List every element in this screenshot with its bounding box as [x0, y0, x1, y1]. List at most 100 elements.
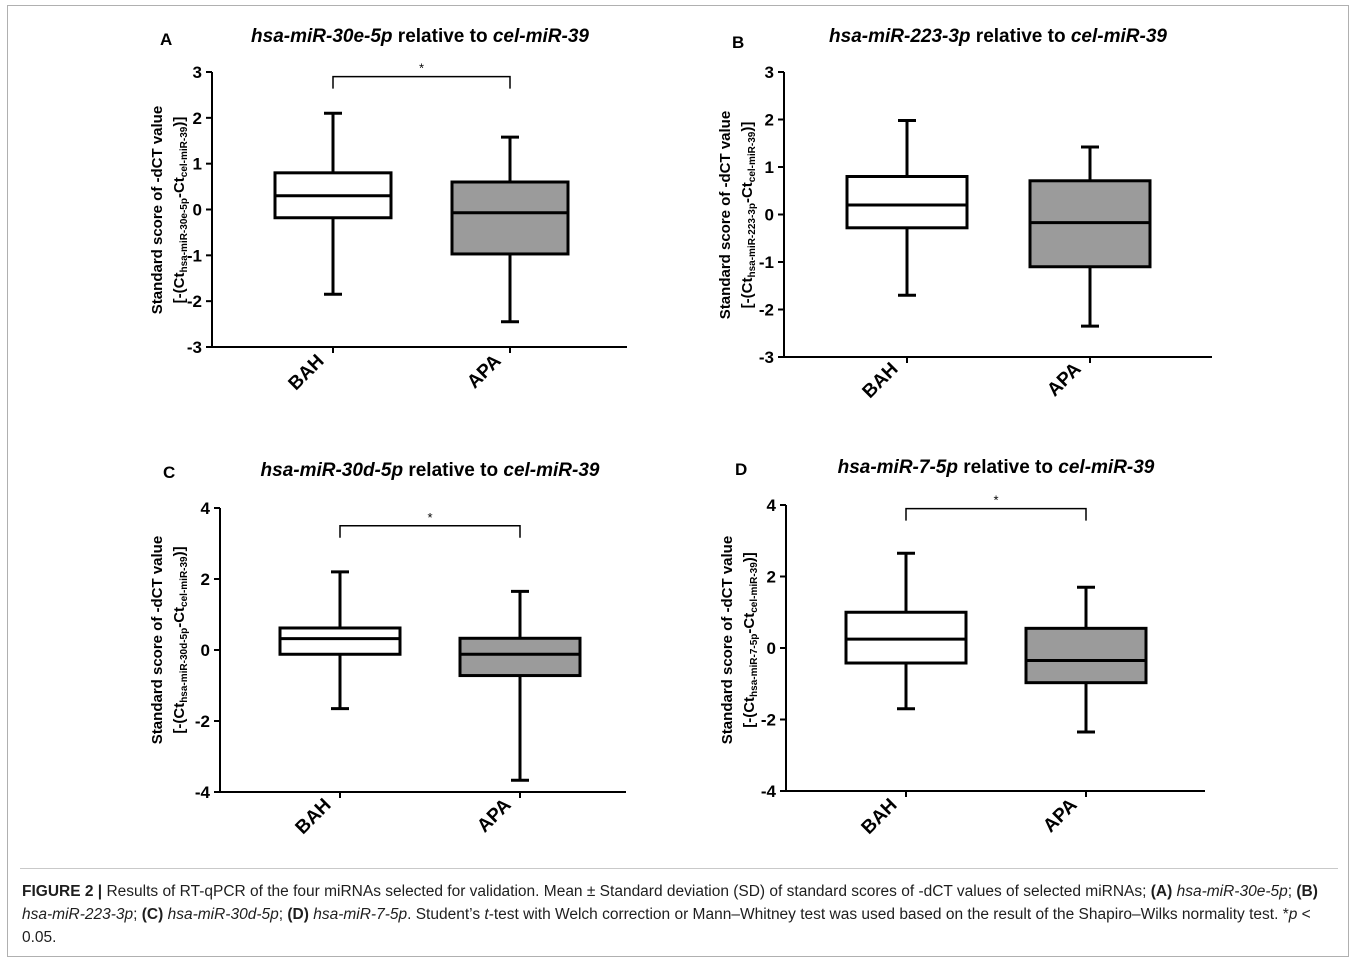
y-tick-label: -2: [761, 711, 776, 730]
ylabel-sub-mirna: hsa-miR-30e-5p: [179, 198, 190, 272]
significance-bracket: *: [339, 510, 521, 538]
y-axis-label-line2: [-(Cthsa-miR-30d-5p-Ctcel-miR-39)]: [171, 546, 190, 733]
ylabel-close: )]: [739, 122, 756, 132]
x-category-label: APA: [463, 350, 505, 392]
caption-a-name: hsa-miR-30e-5p: [1176, 883, 1288, 900]
caption-divider: [20, 868, 1338, 869]
ylabel-close: )]: [171, 546, 188, 556]
caption-sep-3: ;: [278, 906, 288, 923]
significance-label: *: [419, 61, 424, 76]
ylabel-open: [-(Ct: [171, 273, 188, 304]
box-iqr: [458, 636, 582, 678]
title-mirna: hsa-miR-7-5p: [838, 457, 958, 478]
ylabel-sub-mirna: hsa-miR-30d-5p: [179, 628, 190, 703]
ylabel-close: )]: [171, 117, 188, 127]
box-iqr: [278, 626, 402, 656]
caption-b-label: (B): [1296, 883, 1318, 900]
y-tick-label: -2: [759, 301, 774, 320]
y-axis-label: Standard score of -dCT value [-(Cthsa-miR…: [149, 106, 190, 314]
title-reference: cel-miR-39: [1071, 26, 1168, 47]
figure-frame: [7, 5, 1349, 957]
ylabel-minus-ct: -Ct: [171, 177, 188, 198]
box-iqr: [450, 180, 570, 256]
y-tick-label: 2: [765, 111, 774, 130]
x-category-label: BAH: [859, 359, 903, 403]
panel-letter: C: [163, 463, 175, 482]
bracket-line: [339, 525, 521, 538]
title-relative-to: relative to: [403, 460, 503, 481]
y-axis-label-line1: Standard score of -dCT value: [719, 536, 736, 744]
y-axis-label: Standard score of -dCT value [-(Cthsa-miR…: [719, 536, 760, 744]
box-apa: [458, 589, 582, 782]
panel-letter: B: [732, 33, 744, 52]
caption-p: p: [1288, 906, 1298, 923]
y-tick-label: -4: [761, 782, 777, 801]
panel-title: hsa-miR-7-5p relative to cel-miR-39: [838, 457, 1155, 478]
caption-t: t: [484, 906, 489, 923]
y-tick-label: 0: [201, 641, 210, 660]
title-relative-to: relative to: [393, 26, 493, 47]
ylabel-minus-ct: -Ct: [741, 613, 758, 634]
title-mirna: hsa-miR-30d-5p: [261, 460, 404, 481]
box-apa: [450, 135, 570, 324]
y-tick-label: 2: [193, 109, 202, 128]
caption-d-name: hsa-miR-7-5p: [313, 906, 408, 923]
caption-text-3: -test with Welch correction or Mann–Whit…: [488, 906, 1289, 923]
panel-letter: A: [160, 30, 172, 49]
caption-a-label: (A): [1150, 883, 1173, 900]
y-tick-label: 4: [767, 496, 777, 515]
y-tick-label: 0: [765, 206, 774, 225]
ylabel-sub-reference: cel-miR-39: [179, 126, 190, 177]
bracket-line: [332, 75, 511, 89]
title-relative-to: relative to: [971, 26, 1071, 47]
x-category-label: APA: [1039, 794, 1081, 836]
panel-letter: D: [735, 460, 747, 479]
panel-title: hsa-miR-223-3p relative to cel-miR-39: [829, 26, 1167, 47]
x-category-label: BAH: [285, 351, 329, 395]
y-axis-label-line2: [-(Cthsa-miR-223-3p-Ctcel-miR-39)]: [739, 122, 758, 309]
y-axis-label: Standard score of -dCT value [-(Cthsa-miR…: [149, 536, 190, 744]
title-reference: cel-miR-39: [493, 26, 590, 47]
y-axis-label-line1: Standard score of -dCT value: [149, 106, 166, 314]
ylabel-open: [-(Ct: [171, 703, 188, 734]
caption-c-label: (C): [141, 906, 164, 923]
y-axis-label-line2: [-(Cthsa-miR-7-5p-Ctcel-miR-39)]: [741, 552, 760, 728]
ylabel-open: [-(Ct: [739, 278, 756, 309]
y-tick-label: 4: [201, 499, 211, 518]
y-axis-label-line2: [-(Cthsa-miR-30e-5p-Ctcel-miR-39)]: [171, 117, 190, 304]
y-tick-label: 3: [765, 63, 774, 82]
box-iqr: [845, 175, 969, 230]
ylabel-sub-mirna: hsa-miR-223-3p: [747, 203, 758, 277]
y-axis-label-line1: Standard score of -dCT value: [717, 111, 734, 319]
y-tick-label: -3: [187, 338, 202, 357]
x-category-label: APA: [473, 794, 515, 836]
y-tick-label: -1: [759, 253, 774, 272]
y-axis-label-line1: Standard score of -dCT value: [149, 536, 166, 744]
significance-bracket: *: [905, 493, 1087, 521]
ylabel-sub-mirna: hsa-miR-7-5p: [749, 634, 760, 697]
significance-bracket: *: [332, 61, 511, 89]
ylabel-minus-ct: -Ct: [739, 182, 756, 203]
ylabel-open: [-(Ct: [741, 697, 758, 728]
ylabel-sub-reference: cel-miR-39: [747, 131, 758, 182]
figure-caption: FIGURE 2 | Results of RT-qPCR of the fou…: [22, 880, 1332, 949]
panel-title: hsa-miR-30d-5p relative to cel-miR-39: [261, 460, 600, 481]
title-relative-to: relative to: [958, 457, 1058, 478]
y-tick-label: -1: [187, 246, 202, 265]
y-tick-label: -3: [759, 348, 774, 367]
y-tick-label: -2: [195, 712, 210, 731]
y-axis-label: Standard score of -dCT value [-(Cthsa-miR…: [717, 111, 758, 319]
box-apa: [1024, 585, 1148, 734]
caption-text-1: Results of RT-qPCR of the four miRNAs se…: [102, 883, 1151, 900]
bracket-line: [905, 507, 1087, 521]
x-category-label: BAH: [292, 795, 336, 839]
ylabel-sub-reference: cel-miR-39: [179, 556, 190, 607]
y-tick-label: -4: [195, 783, 211, 802]
box-bah: [845, 118, 969, 297]
y-tick-label: 3: [193, 63, 202, 82]
y-tick-label: 1: [765, 158, 774, 177]
y-tick-label: 1: [193, 155, 202, 174]
